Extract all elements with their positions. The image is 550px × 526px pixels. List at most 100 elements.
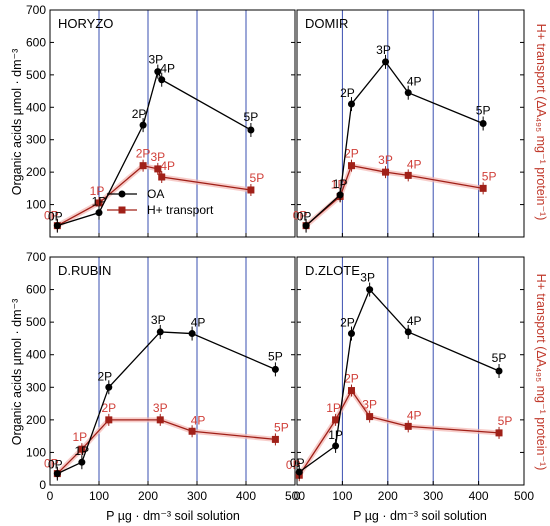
point-label-h-transport: 1P [73,430,88,444]
y-tick-label: 100 [26,198,46,212]
point-oa [347,100,355,108]
point-oa [154,68,162,76]
point-h-transport [332,416,340,424]
plot-frame [49,256,296,486]
point-oa [332,442,340,450]
point-label-h-transport: 5P [250,171,265,185]
series-halo-h-transport [304,163,484,228]
plot-frame [296,9,525,238]
point-label-oa: 5P [268,349,283,363]
y-axis-label-bottom: Organic acids µmol · dm⁻³ [10,299,24,445]
series-line-h-transport [305,164,484,227]
point-label-oa: 0P [48,210,63,224]
point-oa [479,120,487,127]
point-h-transport [479,184,487,192]
point-oa [156,328,164,336]
point-h-transport [404,422,412,430]
point-h-transport [105,416,113,424]
x-axis-label-left: P µg · dm⁻³ soil solution [106,509,240,523]
series-line-oa [298,288,500,473]
y-tick-label: 400 [26,348,46,362]
y-tick-label: 200 [26,413,46,427]
point-h-transport [156,416,164,424]
y-tick-label: 300 [26,380,46,394]
x-axis-label-right: P µg · dm⁻³ soil solution [353,509,487,523]
x-tick-label: 300 [423,489,443,503]
point-oa [366,286,374,294]
point-h-transport [139,162,147,170]
point-label-h-transport: 1P [90,184,105,198]
point-oa [53,222,61,230]
point-h-transport [366,413,374,421]
point-oa [188,330,196,338]
y-tick-label: 200 [26,165,46,179]
point-label-h-transport: 0P [44,209,59,223]
panel-title: D.ZLOTE [305,263,360,278]
series-halo-h-transport [55,417,276,476]
point-label-h-transport: 2P [344,147,359,161]
y2-axis-label-bottom: H+ transport (ΔA₄₉₅ mg⁻¹ protein⁻¹) [534,274,548,471]
point-h-transport [347,387,355,395]
point-label-oa: 1P [328,428,343,442]
y-tick-label: 500 [26,68,46,82]
point-label-h-transport: 3P [150,150,165,164]
plot-frame [49,9,296,238]
point-oa [271,365,279,373]
point-label-h-transport: 5P [498,414,513,428]
panel-title: D.RUBIN [58,263,111,278]
point-label-h-transport: 0P [293,209,308,223]
x-tick-label: 400 [469,489,489,503]
point-label-oa: 4P [407,75,422,89]
y-tick-label: 0 [39,478,46,492]
point-label-h-transport: 0P [286,458,301,472]
point-label-oa: 0P [290,456,305,470]
series-line-h-transport [298,389,500,476]
point-label-h-transport: 4P [407,408,422,422]
point-oa [336,191,344,199]
point-label-h-transport: 0P [44,457,59,471]
y-tick-label: 600 [26,283,46,297]
plot-frame [296,256,525,486]
point-label-h-transport: 5P [482,169,497,183]
point-h-transport [188,427,196,435]
x-tick-label: 500 [285,489,305,503]
point-h-transport [271,435,279,443]
point-h-transport [158,173,166,181]
point-label-h-transport: 3P [362,398,377,412]
point-oa [495,367,503,375]
panel-drubin: 0 100 200 300 400 500 600 700 0 100 200 300 400 500 D.… [26,250,305,503]
point-label-h-transport: 5P [274,420,289,434]
point-oa [404,328,412,336]
point-label-oa: 3P [360,271,375,285]
point-label-oa: 4P [407,314,422,328]
point-oa [347,330,355,338]
point-label-h-transport: 3P [153,401,168,415]
point-label-oa: 4P [191,316,206,330]
point-oa [302,222,310,230]
point-label-h-transport: 4P [407,157,422,171]
x-tick-label: 200 [138,489,158,503]
point-h-transport [347,162,355,170]
point-label-h-transport: 2P [101,401,116,415]
point-oa [404,89,412,97]
point-oa [78,458,86,466]
y-tick-label: 100 [26,445,46,459]
point-label-oa: 3P [148,53,163,67]
y-tick-label: 700 [26,3,46,17]
point-label-oa: 5P [476,104,491,118]
panel-title: HORYZO [58,16,113,31]
series-line-oa [57,331,276,475]
point-h-transport [247,186,255,194]
y-tick-label: 700 [26,250,46,264]
y-axis-label-top: Organic acids µmol · dm⁻³ [10,49,24,195]
point-oa [95,209,103,217]
x-tick-label: 400 [236,489,256,503]
point-label-oa: 3P [376,43,391,57]
point-label-h-transport: 4P [160,159,175,173]
point-oa [53,470,61,478]
point-label-oa: 5P [492,351,507,365]
legend-marker-square [118,206,126,214]
